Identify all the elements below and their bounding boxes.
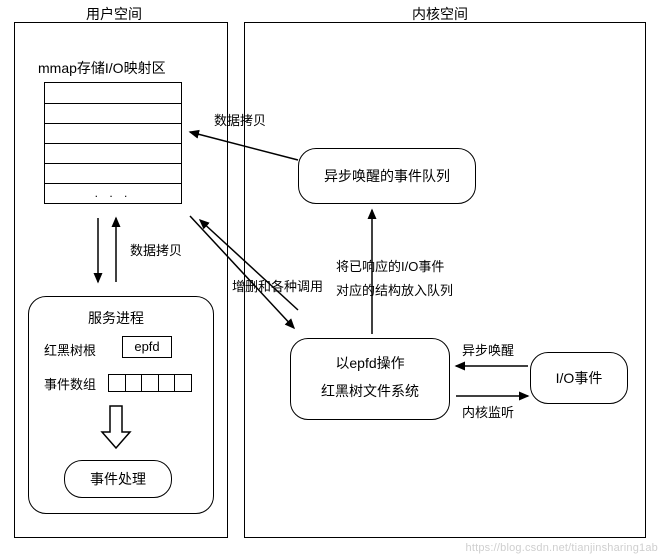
crud-label: 增删和各种调用 [232,276,323,295]
event-array-grid [108,374,192,392]
event-array-cell [175,375,191,391]
event-array-cell [109,375,126,391]
mmap-row [45,123,181,143]
event-handler-label: 事件处理 [90,471,146,487]
queue-to-mmap-arrow [182,122,312,162]
crud-double-arrow [184,210,314,340]
enqueue-label-2: 对应的结构放入队列 [336,280,453,299]
event-array-cell [142,375,159,391]
io-to-rbtree-arrow [450,358,540,378]
kernel-space-title: 内核空间 [412,4,468,24]
rbtree-fs-line1: 以epfd操作 [291,353,449,373]
mmap-row [45,143,181,163]
user-space-title: 用户空间 [86,4,142,24]
rbtree-fs-line2: 红黑树文件系统 [291,381,449,401]
mmap-ellipsis: . . . [45,183,181,203]
mmap-stack: . . . [44,82,182,204]
mmap-row [45,163,181,183]
mmap-to-service-arrows [86,210,136,290]
service-process-title: 服务进程 [88,308,144,328]
enqueue-label-1: 将已响应的I/O事件 [336,256,444,275]
event-array-label: 事件数组 [44,374,96,393]
async-wake-label: 异步唤醒 [462,340,514,359]
kernel-listen-label: 内核监听 [462,402,514,421]
io-event-label: I/O事件 [556,368,603,388]
io-event-box: I/O事件 [530,352,628,404]
event-queue-box: 异步唤醒的事件队列 [298,148,476,204]
event-array-cell [126,375,143,391]
watermark: https://blog.csdn.net/tianjinsharing1ab [466,542,658,554]
rbtree-root-label: 红黑树根 [44,340,96,359]
mmap-row [45,103,181,123]
event-array-cell [159,375,176,391]
rbtree-fs-box: 以epfd操作 红黑树文件系统 [290,338,450,420]
epfd-box: epfd [122,336,172,358]
mmap-title: mmap存储I/O映射区 [38,58,166,78]
hollow-down-arrow [96,402,136,454]
epfd-label: epfd [134,339,159,354]
event-queue-label: 异步唤醒的事件队列 [324,166,450,186]
event-handler-box: 事件处理 [64,460,172,498]
mmap-row [45,83,181,103]
data-copy-mid-label: 数据拷贝 [130,240,182,259]
